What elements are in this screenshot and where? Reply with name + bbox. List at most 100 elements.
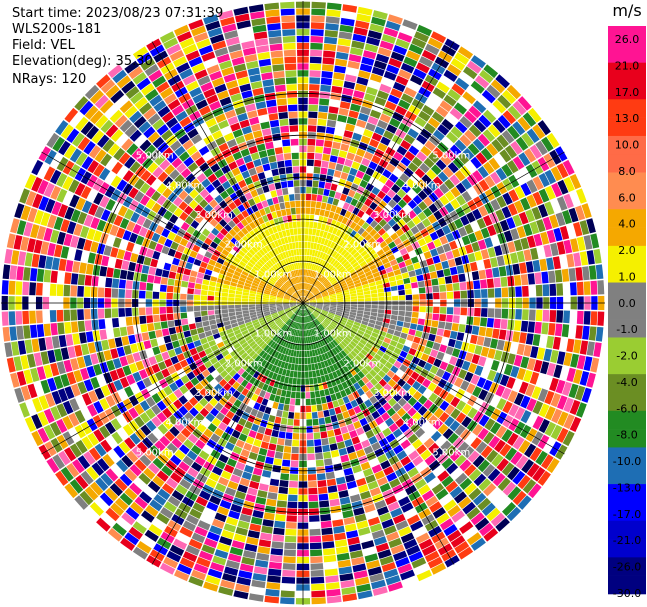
velocity-cell <box>189 189 199 199</box>
velocity-cell <box>327 196 334 205</box>
velocity-cell <box>332 227 338 235</box>
velocity-cell <box>159 159 171 171</box>
velocity-cell <box>145 88 159 102</box>
velocity-cell <box>152 118 165 131</box>
velocity-cell <box>151 190 162 202</box>
velocity-cell <box>322 231 328 239</box>
velocity-cell <box>258 447 268 456</box>
velocity-cell <box>349 290 357 295</box>
velocity-cell <box>535 140 548 156</box>
velocity-cell <box>208 124 220 134</box>
velocity-cell <box>334 65 347 74</box>
velocity-cell <box>195 277 203 284</box>
velocity-cell <box>368 319 376 325</box>
velocity-cell <box>329 309 336 313</box>
velocity-cell <box>313 271 318 279</box>
velocity-cell <box>204 269 213 276</box>
velocity-cell <box>315 308 321 313</box>
velocity-cell <box>176 532 191 544</box>
velocity-cell <box>353 279 361 285</box>
velocity-cell <box>123 345 132 355</box>
velocity-cell <box>200 295 208 301</box>
velocity-cell <box>357 298 365 302</box>
velocity-cell <box>321 245 327 253</box>
velocity-cell <box>379 555 394 566</box>
velocity-cell <box>104 171 116 185</box>
velocity-cell <box>494 245 503 256</box>
velocity-cell <box>219 200 228 209</box>
velocity-cell <box>277 279 283 286</box>
velocity-cell <box>367 480 379 490</box>
velocity-cell <box>323 50 336 58</box>
velocity-cell <box>507 105 522 120</box>
velocity-cell <box>407 210 417 220</box>
velocity-cell <box>227 553 242 563</box>
velocity-cell <box>186 371 196 381</box>
velocity-cell <box>160 277 168 285</box>
velocity-cell <box>378 397 387 406</box>
velocity-cell <box>472 424 484 436</box>
velocity-cell <box>334 314 342 319</box>
velocity-cell <box>306 283 309 290</box>
velocity-cell <box>423 346 432 355</box>
velocity-cell <box>341 216 349 225</box>
velocity-cell <box>500 243 510 255</box>
velocity-cell <box>324 352 330 360</box>
velocity-cell <box>270 291 278 296</box>
velocity-cell <box>338 150 348 159</box>
velocity-cell <box>411 288 419 295</box>
velocity-cell <box>280 314 287 320</box>
velocity-cell <box>364 294 371 298</box>
velocity-cell <box>353 154 363 164</box>
velocity-cell <box>103 350 112 361</box>
velocity-cell <box>439 183 450 194</box>
velocity-cell <box>323 301 330 303</box>
velocity-cell <box>219 397 228 406</box>
velocity-cell <box>234 423 244 433</box>
velocity-cell <box>305 392 311 399</box>
velocity-cell <box>156 124 169 136</box>
velocity-cell <box>273 527 285 535</box>
velocity-cell <box>429 271 438 279</box>
velocity-cell <box>291 314 296 320</box>
velocity-cell <box>420 449 432 461</box>
velocity-cell <box>282 340 288 347</box>
velocity-cell <box>421 266 430 274</box>
velocity-cell <box>290 287 295 293</box>
velocity-cell <box>87 252 96 264</box>
velocity-cell <box>252 265 260 272</box>
velocity-cell <box>235 290 243 295</box>
velocity-cell <box>435 228 445 238</box>
velocity-cell <box>100 512 116 527</box>
velocity-cell <box>524 148 537 163</box>
velocity-cell <box>368 249 376 257</box>
velocity-cell <box>278 278 284 284</box>
velocity-cell <box>423 362 433 372</box>
velocity-cell <box>330 305 337 308</box>
velocity-cell <box>412 306 419 312</box>
velocity-cell <box>316 282 322 288</box>
velocity-cell <box>170 333 178 342</box>
velocity-cell <box>422 218 431 228</box>
velocity-cell <box>341 503 352 512</box>
velocity-cell <box>269 296 276 300</box>
velocity-cell <box>42 283 50 296</box>
velocity-cell <box>429 327 438 335</box>
velocity-cell <box>172 257 180 266</box>
velocity-cell <box>303 283 305 290</box>
velocity-cell <box>194 526 208 537</box>
velocity-cell <box>364 304 371 309</box>
velocity-cell <box>263 263 270 270</box>
velocity-cell <box>474 230 484 241</box>
velocity-cell <box>344 299 351 302</box>
velocity-cell <box>383 337 392 344</box>
velocity-cell <box>267 575 281 583</box>
velocity-cell <box>496 398 507 411</box>
velocity-cell <box>408 145 420 156</box>
velocity-cell <box>436 81 450 94</box>
velocity-cell <box>16 266 24 281</box>
velocity-cell <box>125 507 140 520</box>
velocity-cell <box>80 186 92 199</box>
velocity-cell <box>425 495 439 507</box>
velocity-cell <box>237 280 245 286</box>
